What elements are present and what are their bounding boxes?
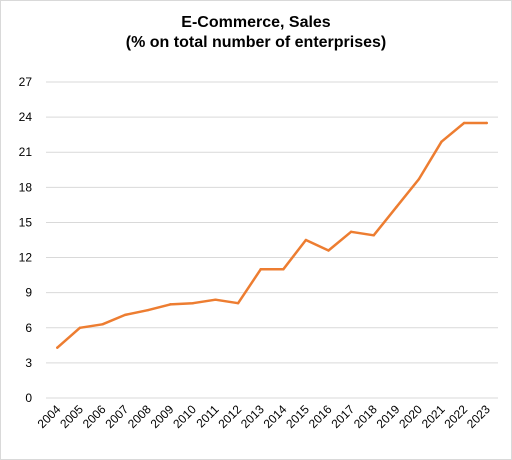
y-tick-label: 27 [19,75,33,89]
x-tick-label: 2010 [170,402,199,431]
x-tick-label: 2013 [238,402,267,431]
data-point [462,121,466,125]
x-tick-label: 2014 [261,402,290,431]
data-point [372,234,375,237]
y-tick-label: 6 [25,321,32,335]
x-tick-label: 2023 [464,402,493,431]
data-point [485,121,488,125]
y-tick-label: 24 [19,110,33,124]
x-tick-label: 2005 [57,402,86,431]
data-point [146,309,149,312]
y-tick-label: 9 [25,286,32,300]
x-tick-label: 2022 [441,402,470,431]
x-tick-label: 2019 [374,402,403,431]
x-tick-label: 2004 [35,402,64,431]
data-point [259,268,262,271]
x-tick-label: 2018 [351,402,380,431]
y-tick-label: 18 [19,180,33,194]
data-point [101,323,104,326]
data-point [349,230,353,234]
x-tick-label: 2016 [306,402,335,431]
data-point [304,238,308,242]
x-tick-label: 2007 [102,402,131,431]
data-point [327,249,330,252]
chart-title: E-Commerce, Sales [181,14,331,31]
data-point [191,302,195,305]
data-point [395,206,398,209]
x-tick-label: 2008 [125,402,154,431]
y-tick-label: 21 [19,145,33,159]
data-point [236,302,240,305]
x-tick-label: 2020 [396,402,425,431]
x-tick-label: 2011 [193,402,221,430]
x-tick-label: 2015 [283,402,312,431]
y-tick-label: 12 [19,251,33,265]
x-tick-label: 2021 [419,402,448,431]
x-tick-label: 2009 [148,402,177,431]
data-point [440,140,443,143]
x-tick-label: 2006 [80,402,109,431]
data-point [282,268,285,271]
y-tick-label: 0 [25,391,32,405]
x-tick-label: 2012 [215,402,244,431]
data-point [169,303,172,306]
chart-subtitle: (% on total number of enterprises) [125,34,387,51]
chart-title-block: E-Commerce, Sales (% on total number of … [1,13,511,53]
series-line [56,121,488,349]
y-tick-label: 3 [25,356,32,370]
y-tick-label: 15 [19,215,33,229]
data-point [417,177,421,181]
data-point [123,313,127,317]
data-point [214,298,217,301]
data-point [56,346,59,349]
x-tick-label: 2017 [328,402,357,431]
data-point [78,326,82,329]
